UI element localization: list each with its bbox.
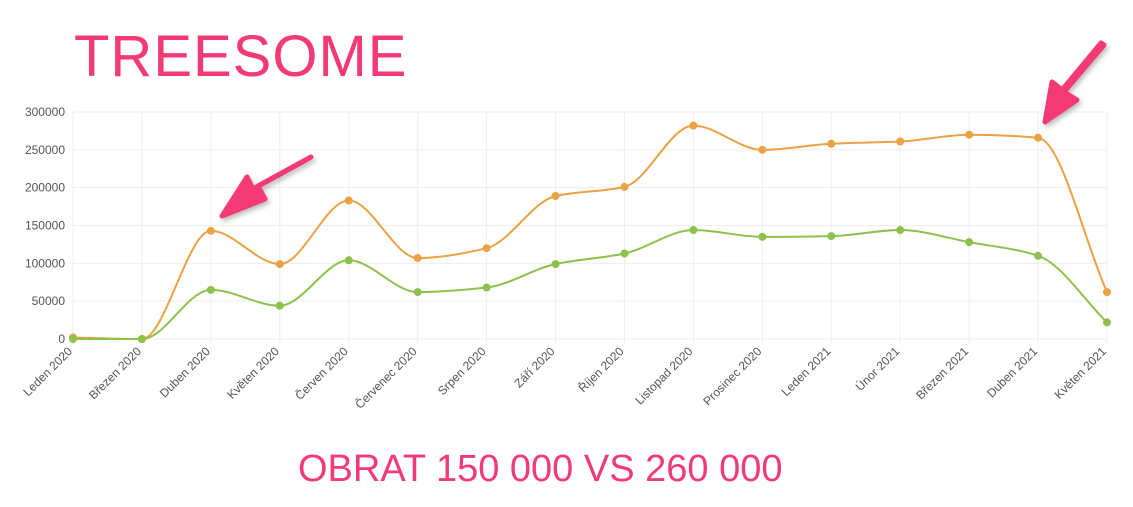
- data-point: [551, 260, 560, 269]
- x-tick-label: Duben 2021: [984, 344, 1040, 400]
- x-tick-label: Květen 2021: [1052, 344, 1110, 402]
- x-tick-label: Září 2020: [511, 344, 557, 390]
- data-point: [551, 191, 560, 200]
- data-point: [689, 121, 698, 130]
- x-tick-label: Únor 2021: [852, 343, 902, 393]
- data-point: [1034, 133, 1043, 142]
- annotation-arrow-right: [1042, 40, 1107, 125]
- y-tick-label: 150000: [25, 219, 65, 233]
- data-point: [965, 238, 974, 247]
- data-point: [206, 285, 215, 294]
- data-point: [620, 182, 629, 191]
- annotation-arrow-left: [219, 154, 314, 219]
- data-point: [896, 226, 905, 235]
- annotation-arrows: [219, 40, 1107, 219]
- y-tick-label: 200000: [25, 181, 65, 195]
- series-line-0: [72, 124, 1108, 341]
- data-point: [1034, 251, 1043, 260]
- brand-title: TREESOME: [74, 24, 408, 89]
- data-point: [344, 256, 353, 265]
- data-point: [827, 232, 836, 241]
- y-tick-label: 300000: [25, 105, 65, 119]
- x-tick-label: Leden 2020: [20, 344, 75, 399]
- data-point: [413, 254, 422, 263]
- x-axis: Leden 2020 Březen 2020 Duben 2020 Květen 20…: [20, 343, 1109, 411]
- data-point: [482, 244, 491, 253]
- y-axis: 300000 250000 200000 150000 100000 50000 0: [25, 105, 65, 346]
- x-tick-label: Srpen 2020: [435, 344, 489, 398]
- data-point: [827, 139, 836, 148]
- y-tick-label: 100000: [25, 256, 65, 270]
- x-tick-label: Duben 2020: [157, 344, 213, 400]
- y-tick-label: 0: [58, 332, 65, 346]
- caption: OBRAT 150 000 VS 260 000: [298, 448, 783, 490]
- data-point: [206, 226, 215, 235]
- grid-lines: [72, 111, 1108, 344]
- x-tick-label: Leden 2021: [779, 344, 834, 399]
- y-tick-label: 50000: [32, 294, 66, 308]
- data-point: [482, 283, 491, 292]
- series-line-1: [73, 229, 1108, 340]
- data-point: [344, 196, 353, 205]
- y-tick-label: 250000: [25, 143, 65, 157]
- x-tick-label: Červen 2020: [292, 343, 351, 402]
- x-tick-label: Květen 2020: [224, 344, 282, 402]
- x-tick-label: Březen 2021: [913, 344, 971, 402]
- data-point: [896, 137, 905, 146]
- data-point: [275, 301, 284, 310]
- x-tick-label: Říjen 2020: [575, 343, 627, 395]
- data-point: [1103, 288, 1111, 297]
- data-point: [1103, 318, 1111, 327]
- data-point: [69, 335, 77, 343]
- data-point: [620, 249, 629, 258]
- data-point: [413, 288, 422, 297]
- x-tick-label: Březen 2020: [86, 344, 144, 402]
- x-tick-label: Listopad 2020: [632, 344, 695, 407]
- x-tick-label: Prosinec 2020: [700, 344, 764, 408]
- data-point: [758, 232, 767, 241]
- series-layer: [69, 121, 1111, 343]
- x-tick-label: Červenec 2020: [352, 343, 420, 411]
- data-point: [275, 260, 284, 269]
- data-point: [758, 145, 767, 154]
- data-point: [137, 335, 146, 343]
- data-point: [965, 130, 974, 139]
- data-point: [689, 226, 698, 235]
